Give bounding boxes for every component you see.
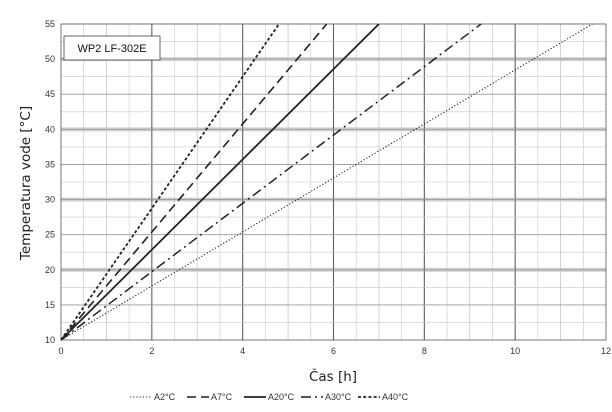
x-tick-label: 0 [58,346,63,356]
y-tick-label: 10 [45,335,55,345]
legend-label: A40°C [382,392,409,402]
series-line [60,23,280,341]
plot-frame [60,23,607,341]
y-tick-label: 50 [45,54,55,64]
y-tick-label: 30 [45,195,55,205]
series-layer [60,23,593,341]
x-axis-title: Čas [h] [309,367,357,385]
legend-label: A30°C [325,392,352,402]
y-tick-label: 45 [45,89,55,99]
y-tick-label: 55 [45,19,55,29]
legend-label: A20°C [268,392,295,402]
x-tick-label: 4 [240,346,245,356]
x-tick-label: 6 [331,346,336,356]
x-tick-label: 10 [510,346,520,356]
series-line [60,23,328,341]
x-tick-label: 8 [422,346,427,356]
y-tick-label: 40 [45,124,55,134]
y-tick-label: 35 [45,159,55,169]
legend-label: A2°C [154,392,176,402]
grid [61,24,606,340]
y-tick-labels: 10 15 20 25 30 35 40 45 50 55 [45,19,55,345]
y-tick-label: 20 [45,265,55,275]
x-tick-label: 2 [149,346,154,356]
series-line [60,23,380,341]
annotation-label: WP2 LF-302E [77,43,146,55]
x-tick-labels: 0 2 4 6 8 10 12 [58,346,611,356]
y-axis-title: Temperatura vode [°C] [18,106,34,261]
y-tick-label: 15 [45,300,55,310]
y-tick-label: 25 [45,230,55,240]
legend-label: A7°C [211,392,233,402]
legend: A2°C A7°C A20°C A30°C A40°C [130,392,409,402]
annotation-box: WP2 LF-302E [63,35,161,61]
x-tick-label: 12 [601,346,611,356]
series-line [60,23,482,341]
series-line [60,23,593,341]
